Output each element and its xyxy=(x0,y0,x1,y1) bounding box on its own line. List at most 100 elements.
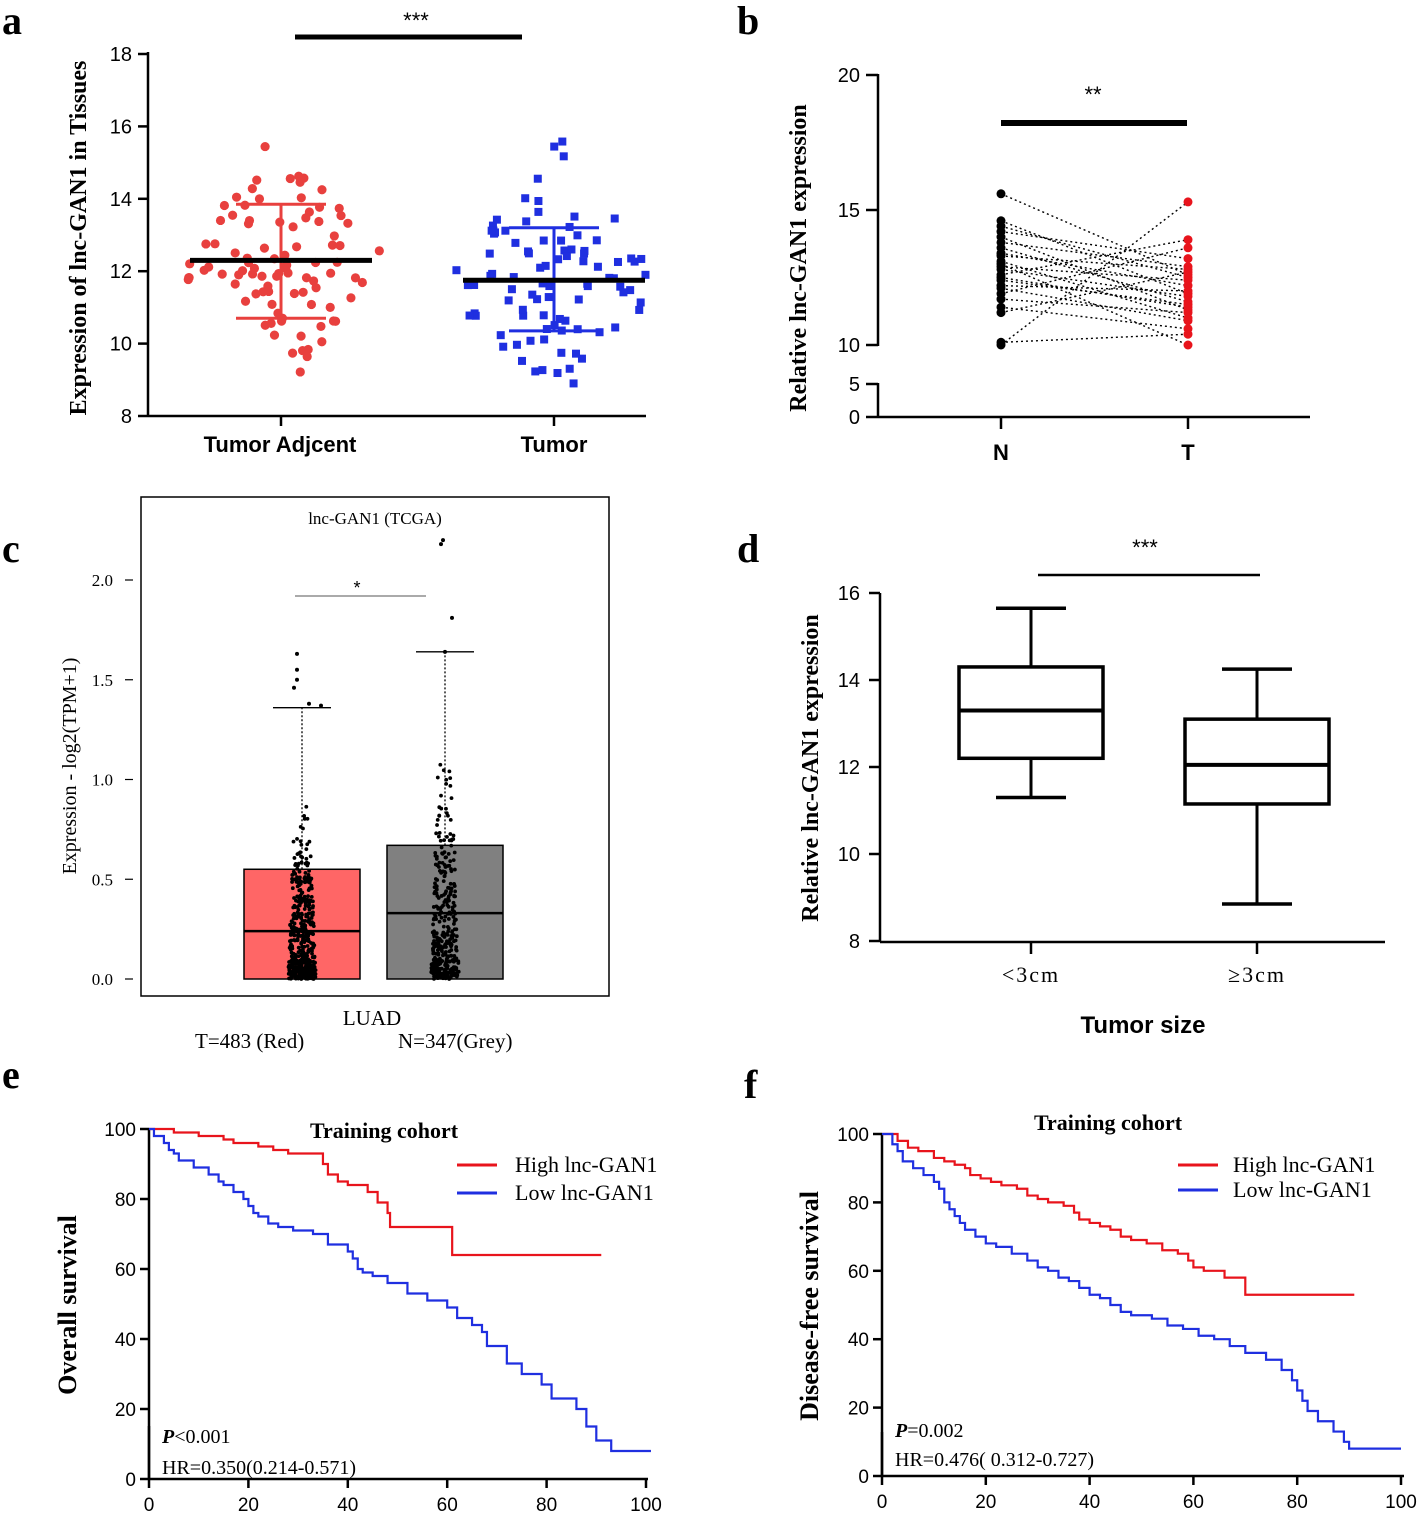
panel-b-pair-line xyxy=(1000,255,1189,271)
panel-c-point xyxy=(305,842,310,847)
panel-c-point xyxy=(441,933,445,938)
panel-f-x-tick-label: 60 xyxy=(1183,1492,1204,1513)
panel-c-point xyxy=(307,868,311,873)
panel-c-point xyxy=(307,907,312,912)
panel-a-point-tumor xyxy=(542,325,551,334)
panel-a-point-tumor xyxy=(561,316,570,325)
panel-a-point-adjacent xyxy=(343,218,353,228)
panel-b-pair-line xyxy=(1000,306,1189,330)
panel-d-xlabel: Tumor size xyxy=(1081,1012,1206,1039)
panel-c-point xyxy=(299,843,304,847)
panel-c-point xyxy=(435,936,440,940)
panel-c-point xyxy=(295,910,300,915)
panel-c-point xyxy=(289,950,294,955)
panel-a-group-label-0: Tumor Adjcent xyxy=(204,432,357,457)
panel-a-point-adjacent xyxy=(259,243,270,253)
panel-a-point-adjacent xyxy=(327,240,338,250)
panel-d-y-tick-label: 16 xyxy=(838,583,860,605)
panel-c-point xyxy=(306,873,311,877)
panel-a-point-adjacent xyxy=(272,271,282,281)
panel-c-point xyxy=(295,836,299,841)
panel-a-point-tumor xyxy=(504,296,513,305)
panel-a-point-adjacent xyxy=(254,194,265,204)
panel-a-point-adjacent xyxy=(240,296,251,306)
panel-c-point xyxy=(300,933,305,938)
panel-a-point-adjacent xyxy=(306,299,317,310)
panel-f-y-tick-label: 0 xyxy=(858,1467,869,1488)
panel-e-legend-high: High lnc-GAN1 xyxy=(515,1152,657,1177)
panel-b-point-n xyxy=(996,340,1006,350)
panel-c-point xyxy=(453,938,458,943)
panel-b-pair-line xyxy=(1000,230,1189,260)
panel-a-point-tumor xyxy=(534,197,543,206)
panel-a-point-tumor xyxy=(579,257,588,266)
panel-e-x-tick-label: 80 xyxy=(536,1495,557,1516)
panel-a-point-tumor xyxy=(635,305,644,314)
panel-c-point xyxy=(441,924,446,929)
panel-a-point-tumor xyxy=(526,336,535,345)
panel-a-point-tumor xyxy=(558,137,567,146)
panel-a-point-tumor xyxy=(613,257,622,266)
panel-a-y-tick-label: 14 xyxy=(110,189,132,211)
panel-a-point-adjacent xyxy=(204,262,214,272)
panel-a-y-ticks: 8 10 12 14 16 18 xyxy=(110,44,148,428)
panel-a-ylabel: Expression of lnc-GAN1 in Tissues xyxy=(66,61,92,416)
panel-b-pair-line xyxy=(1000,287,1189,322)
panel-c-point xyxy=(303,875,307,879)
panel-c-point xyxy=(288,933,293,937)
panel-a-group-label-1: Tumor xyxy=(521,432,588,457)
panel-c-point xyxy=(296,945,301,950)
panel-c-outlier xyxy=(295,677,299,682)
panel-b-y-label-5: 5 xyxy=(849,374,860,396)
panel-a-point-tumor xyxy=(492,215,501,224)
panel-e-x-tick-label: 20 xyxy=(238,1495,259,1516)
panel-c-point xyxy=(302,894,307,899)
panel-a-point-adjacent xyxy=(230,279,240,289)
panel-b-pair-line xyxy=(1000,271,1189,314)
panel-c-point xyxy=(292,896,296,900)
panel-c-point xyxy=(445,834,449,839)
panel-a-point-adjacent xyxy=(257,271,267,281)
panel-c-point xyxy=(443,914,448,919)
panel-c-point xyxy=(308,920,313,925)
panel-c-outlier xyxy=(443,649,447,654)
panel-b-point-t xyxy=(1183,302,1193,312)
panel-c-point xyxy=(299,860,304,865)
panel-c-point xyxy=(446,929,451,934)
panel-a-y-tick-label: 10 xyxy=(110,334,132,356)
panel-c-point xyxy=(444,932,449,936)
panel-a-point-tumor xyxy=(616,282,625,291)
panel-d-y-tick-label: 14 xyxy=(838,670,860,692)
panel-b-pair-line xyxy=(1000,276,1189,308)
panel-c-point xyxy=(292,933,297,938)
panel-a-point-tumor xyxy=(595,328,604,337)
panel-c-point xyxy=(454,927,459,932)
panel-e-x-tick-label: 60 xyxy=(437,1495,458,1516)
panel-a-point-tumor xyxy=(574,295,583,304)
panel-c-point xyxy=(432,941,437,946)
panel-c-point xyxy=(443,855,448,860)
panel-e-x-tick-label: 100 xyxy=(630,1495,662,1516)
panel-b-point-t xyxy=(1183,275,1193,285)
panel-b-point-n xyxy=(996,308,1006,318)
panel-b-pair-line xyxy=(1000,263,1189,346)
panel-c-outlier xyxy=(319,703,323,708)
panel-c-point xyxy=(444,777,449,782)
panel-c-point xyxy=(309,949,314,953)
panel-b-y-label-15: 15 xyxy=(838,200,860,222)
panel-c-point xyxy=(296,930,301,935)
panel-b: b Relative lnc-GAN1 expression 10 15 20 … xyxy=(737,0,1310,465)
panel-a-point-tumor xyxy=(553,369,562,378)
panel-c-point xyxy=(451,965,456,969)
panel-a-point-adjacent xyxy=(296,193,306,203)
panel-c-xlabel: LUAD xyxy=(343,1006,401,1030)
panel-a-point-tumor xyxy=(507,285,516,294)
panel-c-point xyxy=(439,944,443,949)
panel-a-point-adjacent xyxy=(314,216,324,227)
panel-c-point xyxy=(297,880,302,885)
panel-e-curve-low xyxy=(149,1127,651,1453)
panel-d-x-label-0: <3cm xyxy=(1002,962,1060,987)
panel-e-y-tick-label: 40 xyxy=(115,1330,136,1351)
panel-a-point-tumor xyxy=(487,226,496,235)
